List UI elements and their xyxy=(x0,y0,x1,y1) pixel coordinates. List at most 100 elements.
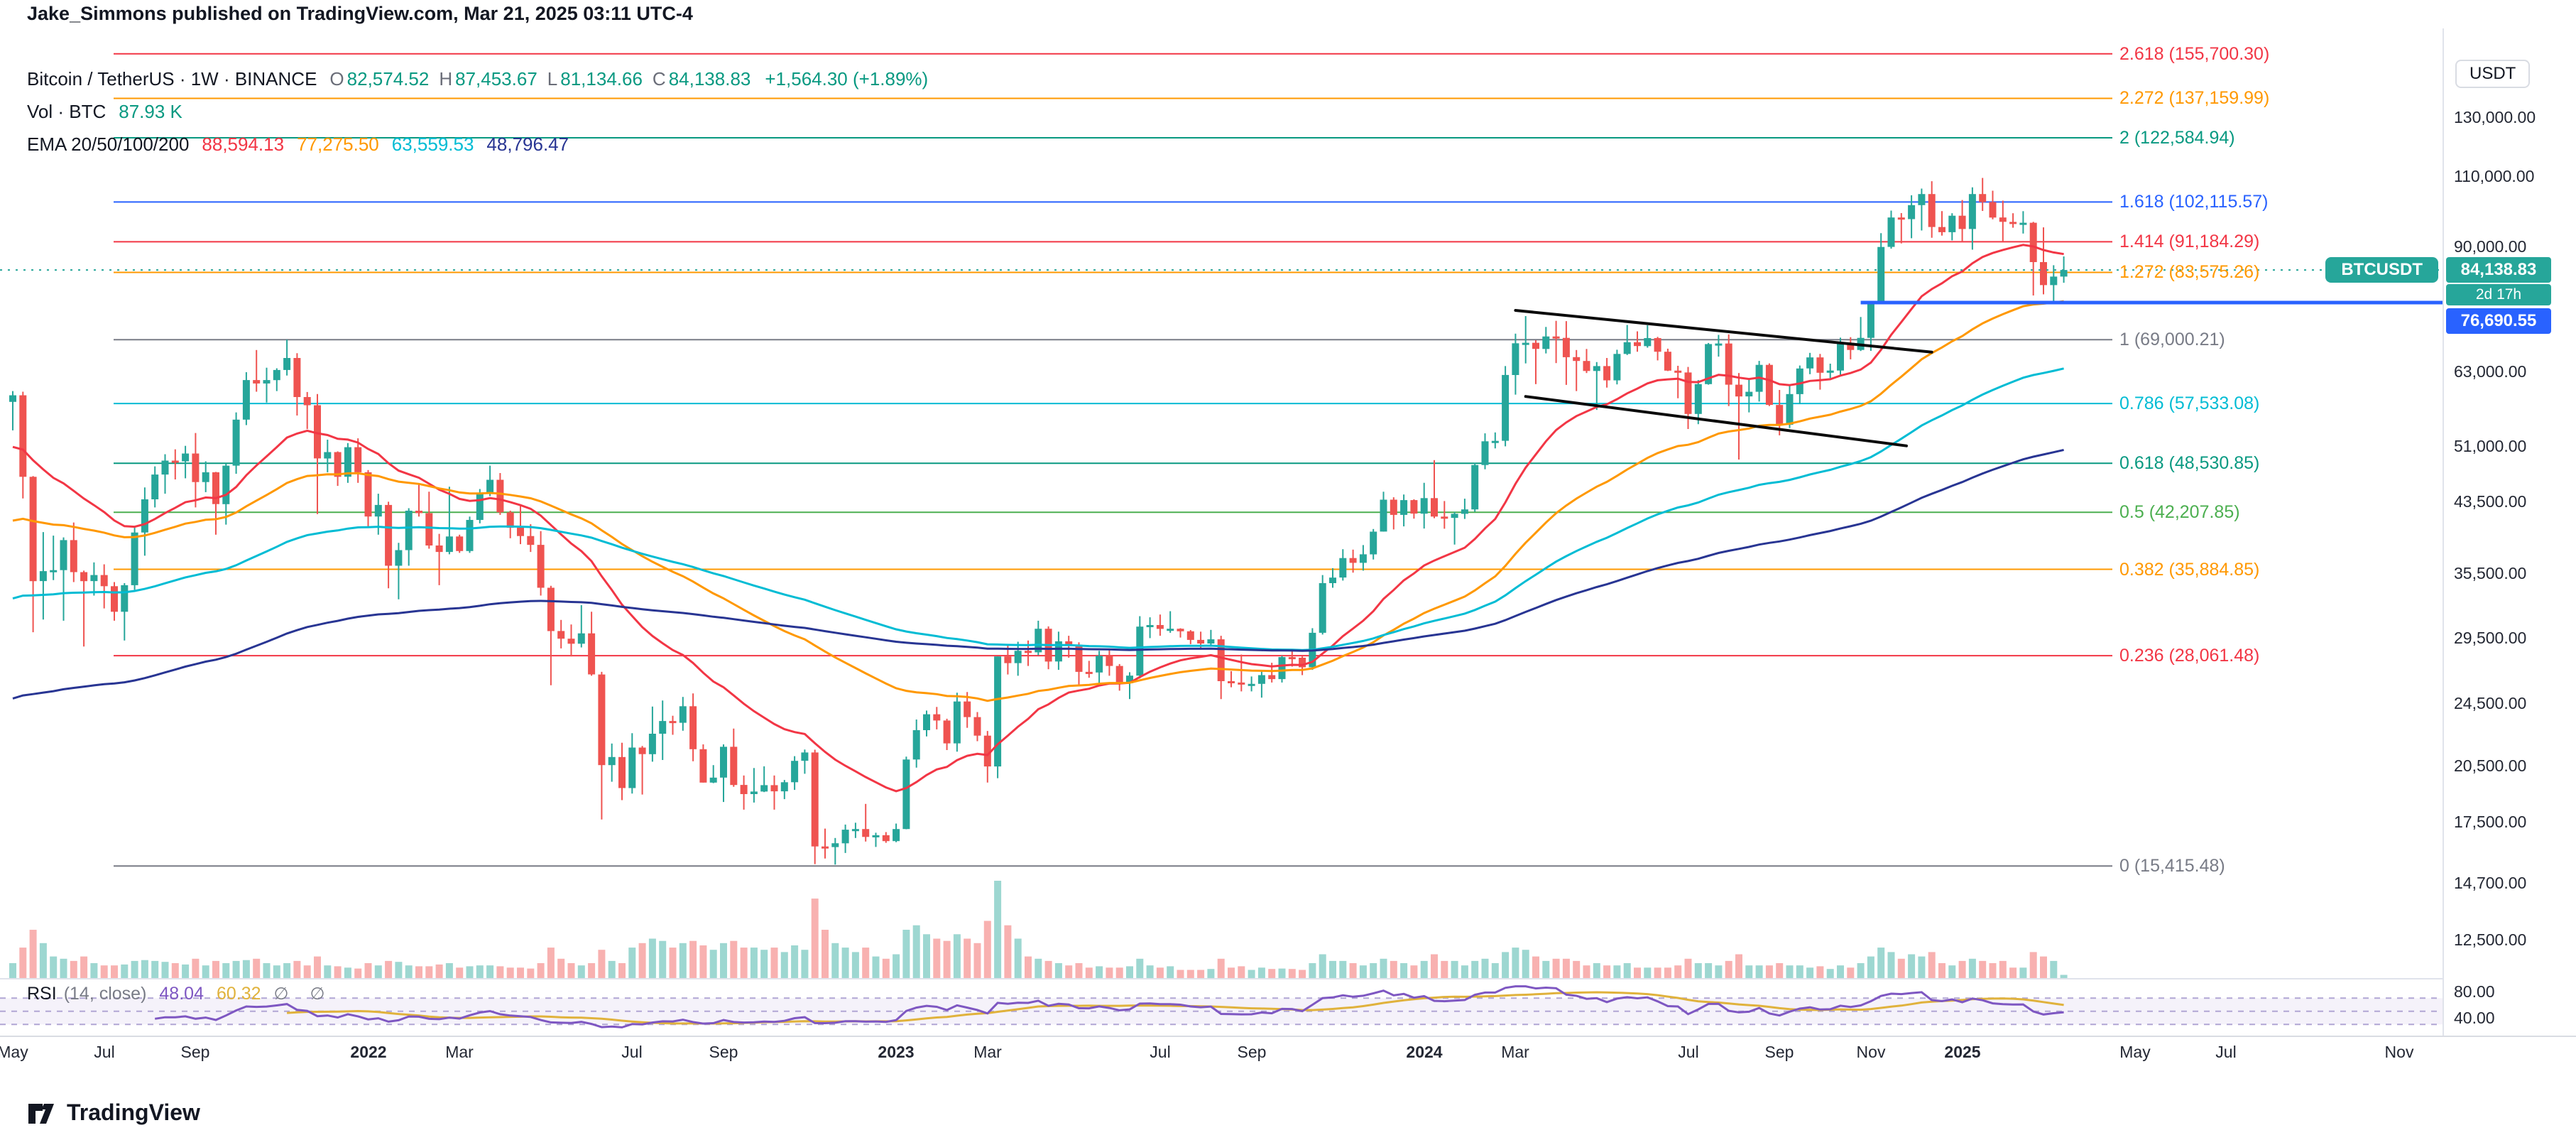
time-tick-Nov: Nov xyxy=(1856,1043,1886,1061)
rsi-values: 48.04 60.32 xyxy=(159,984,273,1004)
time-tick-2025: 2025 xyxy=(1944,1043,1981,1061)
change-value: +1,564.30 (+1.89%) xyxy=(765,67,929,89)
rsi-chart-canvas[interactable] xyxy=(0,979,2443,1036)
brand-text: TradingView xyxy=(67,1099,200,1125)
ema-label: EMA 20/50/100/200 xyxy=(27,133,190,155)
fib-level-label-0.786: 0.786 (57,533.08) xyxy=(2119,393,2260,414)
fib-level-label-1: 1 (69,000.21) xyxy=(2119,330,2225,350)
ema-value-200: 48,796.47 xyxy=(486,133,569,155)
attribution[interactable]: TradingView xyxy=(26,1097,200,1128)
ray-price-value: 76,690.55 xyxy=(2460,311,2537,331)
time-tick-Jul: Jul xyxy=(2215,1043,2237,1061)
ema-value-100: 63,559.53 xyxy=(391,133,474,155)
ohlc-o: O 82,574.52 xyxy=(329,67,430,89)
time-tick-Jul: Jul xyxy=(621,1043,643,1061)
fib-level-label-1.272: 1.272 (83,575.26) xyxy=(2119,262,2260,283)
ohlc-c: C 84,138.83 xyxy=(652,67,751,89)
fib-level-label-0.382: 0.382 (35,884.85) xyxy=(2119,559,2260,580)
time-tick-Mar: Mar xyxy=(973,1043,1002,1061)
rsi-legend[interactable]: RSI (14, close) 48.04 60.32 ∅ ∅ xyxy=(27,984,346,1004)
ema-20-line xyxy=(12,244,2064,793)
price-tick: 130,000.00 xyxy=(2454,108,2536,126)
time-tick-Jul: Jul xyxy=(1150,1043,1171,1061)
main-price-pane[interactable]: 2.618 (155,700.30) 2.272 (137,159.99) 2 (1… xyxy=(0,28,2443,979)
time-tick-May: May xyxy=(2119,1043,2151,1061)
ray-price-label: 76,690.55 xyxy=(2446,308,2551,335)
ema-100-line xyxy=(12,367,2064,651)
price-chart-canvas[interactable] xyxy=(0,28,2443,979)
fib-level-label-0.236: 0.236 (28,061.48) xyxy=(2119,646,2260,666)
countdown-value: 2d 17h xyxy=(2475,286,2522,303)
price-scale[interactable]: USDT 130,000.00 110,000.00 90,000.00 63,000… xyxy=(2443,28,2576,1036)
time-tick-Mar: Mar xyxy=(445,1043,474,1061)
time-tick-May: May xyxy=(0,1043,28,1061)
price-tick: 12,500.00 xyxy=(2454,930,2527,949)
time-tick-Mar: Mar xyxy=(1501,1043,1529,1061)
volume-label: Vol · BTC xyxy=(27,100,107,122)
trendline-1 xyxy=(1514,309,1933,354)
pane-separator[interactable] xyxy=(0,978,2576,979)
time-tick-Jul: Jul xyxy=(1678,1043,1699,1061)
price-tick: 90,000.00 xyxy=(2454,237,2527,256)
price-tick: 20,500.00 xyxy=(2454,756,2527,776)
price-tick: 35,500.00 xyxy=(2454,563,2527,582)
price-tick: 24,500.00 xyxy=(2454,694,2527,713)
time-tick-Sep: Sep xyxy=(180,1043,210,1061)
ema-200-line xyxy=(12,448,2064,700)
price-tick: 51,000.00 xyxy=(2454,436,2527,455)
time-tick-2023: 2023 xyxy=(878,1043,915,1061)
tradingview-logo-icon xyxy=(28,1104,54,1124)
rsi-value-1: 48.04 xyxy=(159,984,204,1004)
fib-extension-lines xyxy=(114,53,2112,867)
time-tick-Nov: Nov xyxy=(2384,1043,2414,1061)
symbol-price-flag: BTCUSDT xyxy=(2325,257,2438,283)
symbol-title: Bitcoin / TetherUS · 1W · BINANCE xyxy=(27,67,317,89)
ema-legend-row[interactable]: EMA 20/50/100/200 88,594.13 77,275.50 63,5… xyxy=(27,128,928,161)
fib-level-label-2.618: 2.618 (155,700.30) xyxy=(2119,43,2270,64)
volume-series xyxy=(9,881,2068,979)
price-tick: 43,500.00 xyxy=(2454,492,2527,511)
chart-legend: Bitcoin / TetherUS · 1W · BINANCE O 82,57… xyxy=(27,63,928,161)
volume-legend-row[interactable]: Vol · BTC 87.93 K xyxy=(27,95,928,128)
price-tick: 110,000.00 xyxy=(2454,166,2535,185)
price-tick: 29,500.00 xyxy=(2454,629,2527,648)
ohlc-h: H 87,453.67 xyxy=(439,67,537,89)
rsi-divergence-na-1: ∅ xyxy=(273,984,289,1004)
rsi-divergence-na-2: ∅ xyxy=(310,984,325,1004)
rsi-params: (14, close) xyxy=(63,984,147,1004)
ema-values: 88,594.13 77,275.50 63,559.53 48,796.47 xyxy=(202,134,582,156)
ema-value-50: 77,275.50 xyxy=(297,133,379,155)
rsi-ma-line xyxy=(287,991,2064,1025)
price-tick: 17,500.00 xyxy=(2454,812,2527,831)
rsi-tick: 40.00 xyxy=(2454,1009,2495,1027)
rsi-tick: 80.00 xyxy=(2454,982,2495,1001)
rsi-pane[interactable]: RSI (14, close) 48.04 60.32 ∅ ∅ xyxy=(0,979,2443,1036)
ohlc-l: L 81,134.66 xyxy=(547,67,643,89)
fib-level-label-2: 2 (122,584.94) xyxy=(2119,128,2235,148)
time-tick-2022: 2022 xyxy=(350,1043,387,1061)
symbol-legend-row[interactable]: Bitcoin / TetherUS · 1W · BINANCE O 82,57… xyxy=(27,63,928,95)
ema-50-line xyxy=(12,300,2064,702)
symbol-flag-text: BTCUSDT xyxy=(2341,260,2423,280)
ohlc-values: O 82,574.52 H 87,453.67 L 81,134.66 C 84,138.83 xyxy=(329,68,760,90)
fib-level-label-0.5: 0.5 (42,207.85) xyxy=(2119,502,2240,523)
rsi-line xyxy=(154,985,2064,1028)
candlestick-series xyxy=(9,178,2068,865)
volume-value: 87.93 K xyxy=(119,100,182,122)
price-tick: 14,700.00 xyxy=(2454,873,2527,892)
currency-label[interactable]: USDT xyxy=(2455,60,2531,88)
fib-level-label-0.618: 0.618 (48,530.85) xyxy=(2119,453,2260,474)
rsi-title: RSI xyxy=(27,984,57,1004)
ema-value-20: 88,594.13 xyxy=(202,133,285,155)
last-price-value: 84,138.83 xyxy=(2460,260,2537,280)
trendline-2 xyxy=(1524,395,1908,447)
fib-level-label-0: 0 (15,415.48) xyxy=(2119,856,2225,876)
fib-level-label-1.618: 1.618 (102,115.57) xyxy=(2119,192,2269,212)
published-header: Jake_Simmons published on TradingView.co… xyxy=(0,0,2576,28)
time-tick-Sep: Sep xyxy=(1237,1043,1267,1061)
rsi-value-2: 60.32 xyxy=(216,984,261,1004)
time-scale[interactable]: May Jul Sep 2022 Mar Jul Sep 2023 Mar Jul Sep 2024 M… xyxy=(0,1036,2576,1068)
time-tick-Sep: Sep xyxy=(1764,1043,1794,1061)
bar-countdown-label: 2d 17h xyxy=(2446,284,2551,306)
fib-level-label-2.272: 2.272 (137,159.99) xyxy=(2119,88,2270,109)
